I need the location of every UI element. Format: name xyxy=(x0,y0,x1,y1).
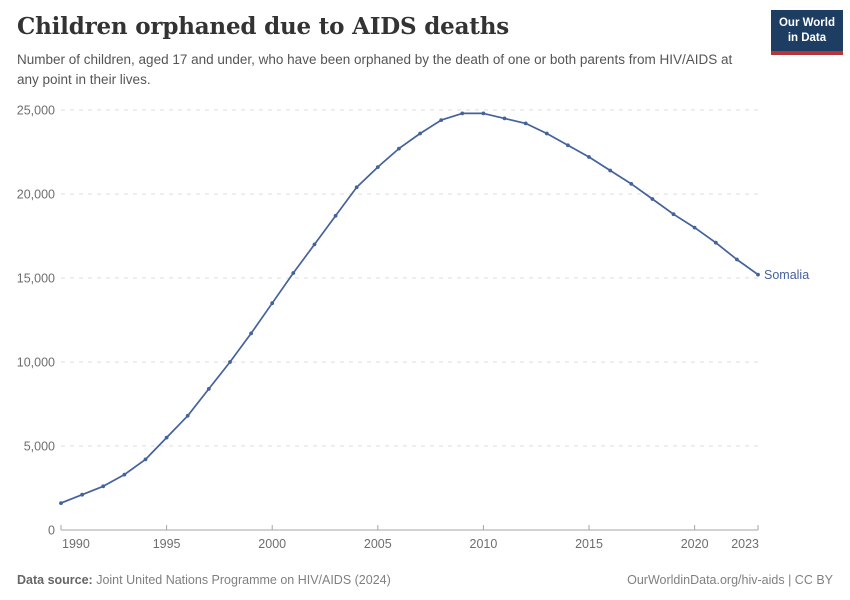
footer-source-label: Data source: xyxy=(17,573,93,587)
data-point-marker xyxy=(692,225,697,230)
data-point-marker xyxy=(333,213,338,218)
x-axis-tick-label: 2020 xyxy=(681,537,709,551)
footer-attribution-link[interactable]: OurWorldinData.org/hiv-aids | CC BY xyxy=(627,573,833,587)
footer-source-text: Joint United Nations Programme on HIV/AI… xyxy=(92,573,391,587)
x-axis-tick-label: 2015 xyxy=(575,537,603,551)
data-point-marker xyxy=(629,182,634,186)
data-point-marker xyxy=(671,212,676,217)
data-point-marker xyxy=(164,435,169,440)
data-point-marker xyxy=(608,168,613,173)
data-point-marker xyxy=(523,121,528,126)
data-point-marker xyxy=(756,272,760,277)
y-axis-tick-label: 15,000 xyxy=(17,272,55,286)
data-point-marker xyxy=(439,118,444,122)
data-point-marker xyxy=(713,240,718,245)
data-point-marker xyxy=(650,197,655,201)
chart-header: Children orphaned due to AIDS deaths Num… xyxy=(17,13,757,90)
data-point-marker xyxy=(270,301,275,306)
chart-footer: Data source: Joint United Nations Progra… xyxy=(17,573,833,587)
page-title: Children orphaned due to AIDS deaths xyxy=(17,13,509,40)
data-point-marker xyxy=(566,143,570,148)
data-point-marker xyxy=(544,131,549,136)
data-point-marker xyxy=(397,146,401,151)
data-point-marker xyxy=(80,492,84,497)
owid-logo-line2: in Data xyxy=(787,31,827,44)
data-point-marker xyxy=(481,111,486,116)
footer-source: Data source: Joint United Nations Progra… xyxy=(17,573,391,587)
data-point-marker xyxy=(418,131,422,136)
data-point-marker xyxy=(587,155,591,159)
data-point-marker xyxy=(460,111,465,116)
data-point-marker xyxy=(206,387,211,391)
data-point-marker xyxy=(249,331,254,336)
y-axis-tick-label: 10,000 xyxy=(17,356,55,370)
page-subtitle: Number of children, aged 17 and under, w… xyxy=(17,51,733,87)
owid-logo[interactable]: Our World in Data xyxy=(770,10,843,55)
data-point-marker xyxy=(375,165,380,170)
data-point-marker xyxy=(354,185,359,190)
entity-label: Somalia xyxy=(764,268,809,282)
data-point-marker xyxy=(502,116,507,121)
x-axis-tick-label: 2000 xyxy=(258,537,286,551)
data-point-marker xyxy=(312,242,317,247)
y-axis-tick-label: 5,000 xyxy=(24,440,55,454)
data-point-marker xyxy=(185,413,190,418)
data-point-marker xyxy=(228,360,232,364)
data-point-marker xyxy=(291,271,296,275)
owid-logo-line1: Our World xyxy=(778,17,835,29)
x-axis-tick-label: 2010 xyxy=(470,537,498,551)
y-axis-tick-label: 25,000 xyxy=(17,104,55,118)
data-point-marker xyxy=(735,257,739,262)
x-axis-tick-label: 1995 xyxy=(153,537,181,551)
x-axis-tick-label: 1990 xyxy=(62,537,90,551)
data-point-marker xyxy=(101,484,106,489)
x-axis-tick-label: 2005 xyxy=(364,537,392,551)
data-line xyxy=(60,112,759,504)
data-point-marker xyxy=(143,457,148,462)
data-point-marker xyxy=(122,472,127,477)
y-axis-tick-label: 0 xyxy=(48,524,55,538)
x-axis-tick-label: 2023 xyxy=(731,537,759,551)
y-axis-tick-label: 20,000 xyxy=(17,188,55,202)
data-point-marker xyxy=(59,501,63,505)
